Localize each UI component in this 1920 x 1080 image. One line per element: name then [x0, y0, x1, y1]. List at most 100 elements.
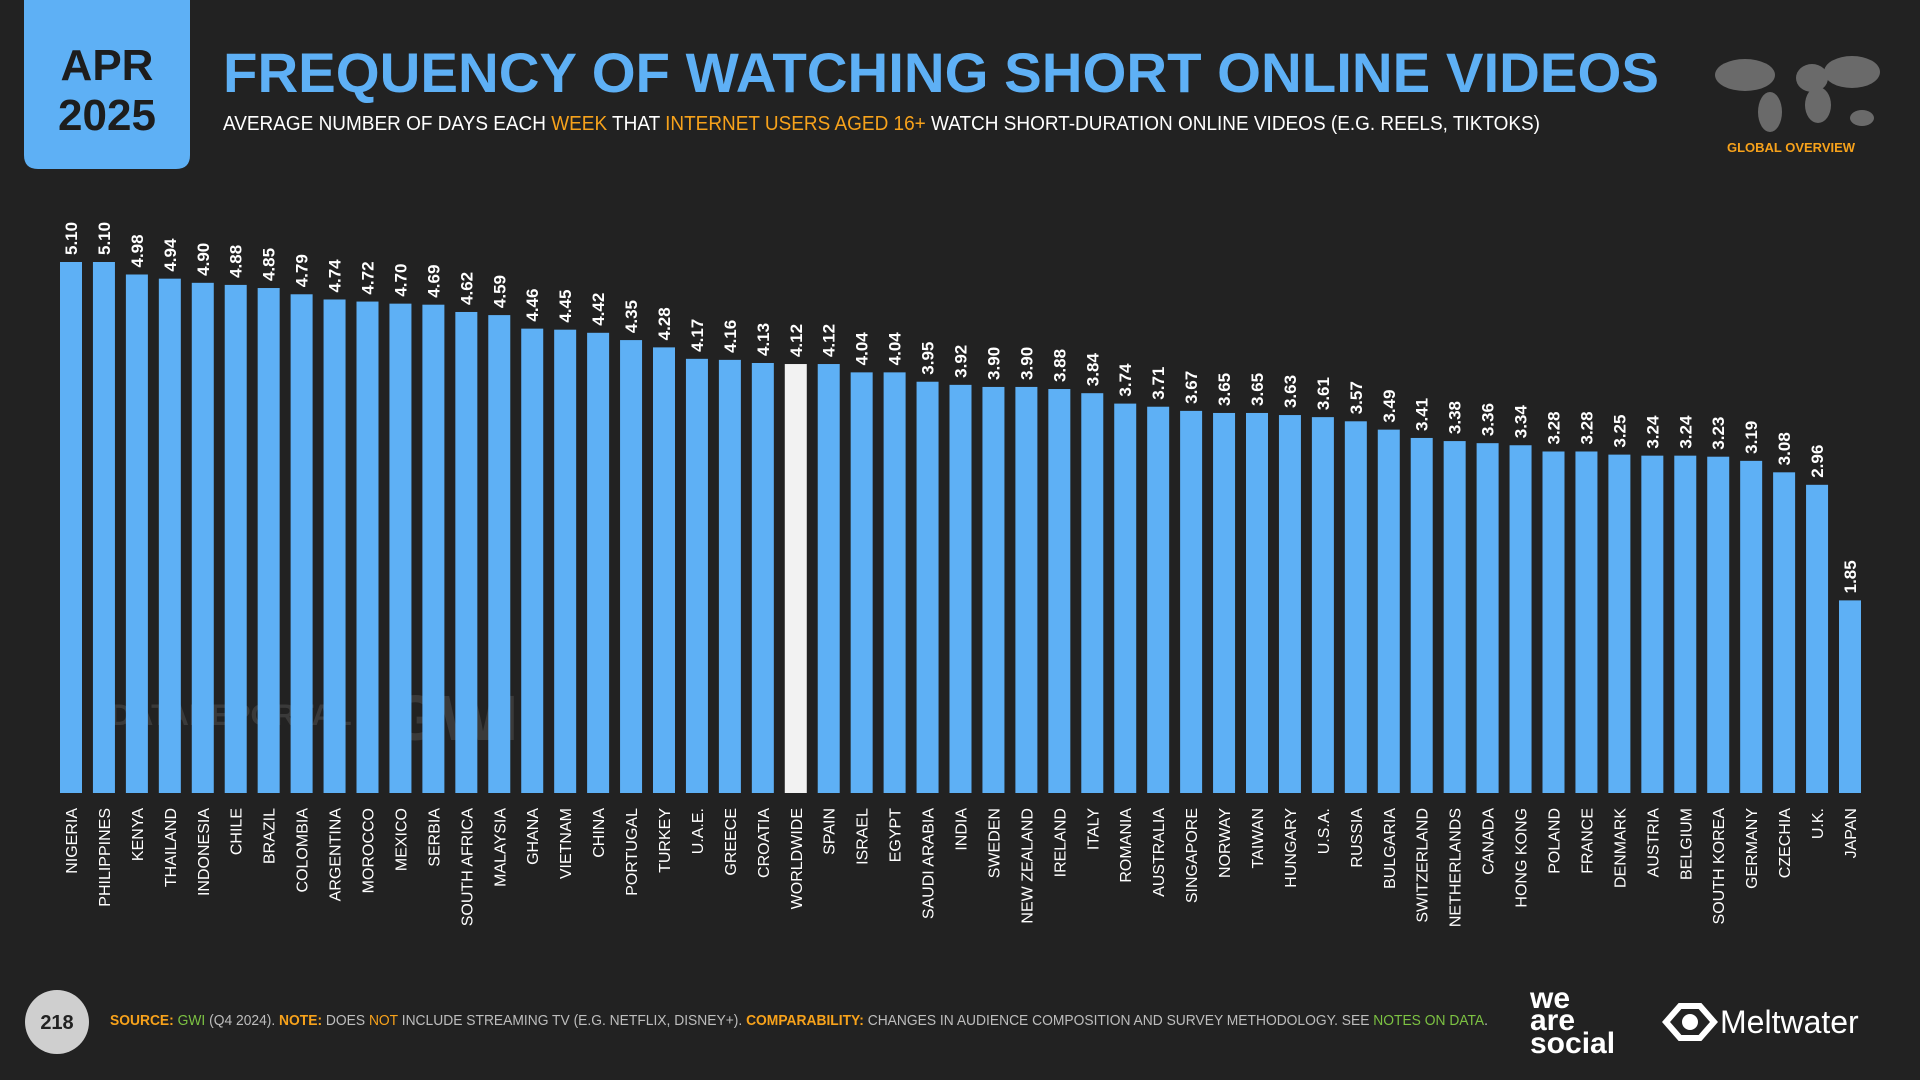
- bar: [422, 304, 445, 793]
- bar: [488, 315, 511, 793]
- value-label: 4.12: [820, 324, 839, 357]
- value-label: 3.67: [1182, 371, 1201, 404]
- value-label: 3.25: [1610, 415, 1629, 448]
- value-label: 3.65: [1215, 373, 1234, 406]
- bar: [1773, 472, 1796, 793]
- value-label: 4.62: [457, 272, 476, 305]
- bar: [1278, 415, 1301, 793]
- bar: [191, 282, 214, 793]
- category-label: CROATIA: [756, 808, 773, 878]
- bar: [1740, 460, 1763, 793]
- value-label: 4.12: [787, 324, 806, 357]
- value-label: 4.35: [622, 300, 641, 333]
- date-year: 2025: [58, 91, 156, 140]
- bar: [1674, 455, 1697, 793]
- category-label: NORWAY: [1217, 808, 1234, 878]
- bar: [1213, 412, 1236, 793]
- value-label: 3.34: [1512, 405, 1531, 439]
- text-segment: NOTE:: [279, 1013, 326, 1029]
- category-label: CHILE: [229, 808, 246, 855]
- bar: [125, 274, 148, 793]
- bar: [224, 284, 247, 793]
- category-label: THAILAND: [163, 808, 180, 887]
- brand-line: are: [1530, 1004, 1575, 1037]
- category-label: BULGARIA: [1382, 808, 1399, 889]
- text-segment: NOT: [369, 1013, 398, 1029]
- value-label: 4.16: [721, 320, 740, 353]
- bar: [1476, 443, 1499, 793]
- value-label: 4.79: [293, 254, 312, 287]
- bar: [1048, 389, 1071, 793]
- category-label: SWITZERLAND: [1415, 808, 1432, 923]
- value-label: 3.84: [1083, 353, 1102, 387]
- bar: [1839, 600, 1861, 793]
- bar: [521, 328, 544, 793]
- text-segment: DOES: [326, 1013, 369, 1029]
- category-label: SINGAPORE: [1184, 808, 1201, 903]
- category-label: ITALY: [1085, 808, 1102, 850]
- value-label: 3.23: [1709, 417, 1728, 450]
- value-label: 3.28: [1577, 411, 1596, 444]
- category-label: NETHERLANDS: [1448, 808, 1465, 927]
- value-label: 3.90: [984, 347, 1003, 380]
- category-label: SOUTH KOREA: [1711, 808, 1728, 925]
- bar: [1311, 417, 1334, 793]
- bar: [92, 262, 115, 793]
- value-label: 3.38: [1446, 401, 1465, 434]
- value-label: 4.42: [589, 293, 608, 326]
- value-label: 3.28: [1545, 411, 1564, 444]
- bar: [1015, 386, 1038, 793]
- value-label: 4.88: [227, 245, 246, 278]
- value-label: 3.61: [1314, 377, 1333, 410]
- category-label: DENMARK: [1612, 808, 1629, 888]
- category-label: VIETNAM: [558, 808, 575, 879]
- text-segment: NOTES ON DATA: [1373, 1013, 1484, 1029]
- value-label: 3.95: [919, 342, 938, 375]
- bar: [158, 278, 181, 793]
- category-label: MEXICO: [393, 808, 410, 871]
- value-label: 4.28: [655, 307, 674, 340]
- bar: [1377, 429, 1400, 793]
- value-label: 5.10: [62, 222, 81, 255]
- category-label: ROMANIA: [1118, 808, 1135, 883]
- category-label: U.A.E.: [690, 808, 707, 854]
- value-label: 2.96: [1808, 445, 1827, 478]
- category-label: GHANA: [525, 808, 542, 865]
- bar: [455, 311, 478, 793]
- category-label: ARGENTINA: [328, 808, 345, 902]
- category-label: FRANCE: [1579, 808, 1596, 874]
- bar: [554, 329, 577, 793]
- bar: [982, 386, 1005, 793]
- category-label: TAIWAN: [1250, 808, 1267, 868]
- category-label: U.K.: [1810, 808, 1827, 839]
- text-segment: INCLUDE STREAMING TV (E.G. NETFLIX, DISN…: [398, 1013, 746, 1029]
- bar: [916, 381, 939, 793]
- value-label: 3.57: [1347, 381, 1366, 414]
- text-segment: .: [1484, 1013, 1488, 1029]
- bar: [1641, 455, 1664, 793]
- bar: [323, 299, 346, 793]
- bar: [1443, 441, 1466, 793]
- subtitle: AVERAGE NUMBER OF DAYS EACH WEEK THAT IN…: [223, 113, 1540, 135]
- category-label: WORLDWIDE: [789, 808, 806, 909]
- value-label: 1.85: [1841, 560, 1860, 593]
- text-segment: SOURCE:: [110, 1013, 178, 1029]
- bar: [1575, 451, 1598, 793]
- source-note: SOURCE: GWI (Q4 2024). NOTE: DOES NOT IN…: [110, 1013, 1488, 1029]
- brand-line: we: [1529, 982, 1570, 1015]
- value-label: 3.88: [1050, 349, 1069, 382]
- date-month: APR: [61, 41, 154, 90]
- bar: [817, 364, 840, 793]
- bar: [1707, 456, 1730, 793]
- bar: [356, 301, 379, 793]
- value-label: 3.08: [1775, 432, 1794, 465]
- value-label: 3.24: [1676, 415, 1695, 449]
- bar: [1608, 454, 1631, 793]
- bar: [1542, 451, 1565, 793]
- category-label: HONG KONG: [1514, 808, 1531, 908]
- category-label: BRAZIL: [262, 808, 279, 864]
- bar: [685, 358, 708, 793]
- value-label: 3.63: [1281, 375, 1300, 408]
- category-label: AUSTRALIA: [1151, 808, 1168, 897]
- category-label: JAPAN: [1843, 808, 1860, 858]
